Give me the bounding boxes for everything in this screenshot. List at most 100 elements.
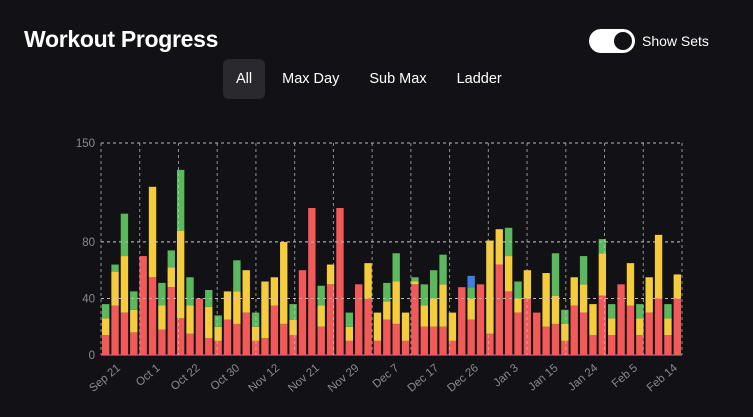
- bar-segment-green[interactable]: [130, 291, 138, 310]
- bar-segment-green[interactable]: [167, 250, 175, 268]
- tab-all[interactable]: All: [223, 59, 266, 99]
- bar-segment-red[interactable]: [429, 326, 438, 355]
- bar-segment-red[interactable]: [111, 305, 119, 355]
- bar-segment-red[interactable]: [242, 312, 250, 355]
- bar-segment-green[interactable]: [317, 285, 325, 306]
- bar-segment-red[interactable]: [673, 298, 681, 355]
- bar-segment-red[interactable]: [617, 284, 625, 355]
- bar-segment-red[interactable]: [392, 323, 400, 355]
- bar-segment-yellow[interactable]: [608, 318, 616, 336]
- bar-segment-yellow[interactable]: [570, 277, 578, 306]
- bar-segment-red[interactable]: [102, 335, 110, 355]
- tab-max-day[interactable]: Max Day: [282, 71, 340, 87]
- bar-segment-red[interactable]: [345, 340, 354, 355]
- bar-segment-yellow[interactable]: [504, 256, 513, 292]
- bar-segment-yellow[interactable]: [345, 326, 354, 341]
- bar-segment-red[interactable]: [608, 335, 616, 355]
- bar-segment-yellow[interactable]: [598, 253, 607, 296]
- bar-segment-green[interactable]: [664, 304, 672, 319]
- bar-segment-red[interactable]: [355, 284, 363, 355]
- bar-segment-green[interactable]: [214, 315, 222, 327]
- bar-segment-red[interactable]: [439, 326, 447, 355]
- bar-segment-yellow[interactable]: [214, 326, 222, 341]
- bar-segment-yellow[interactable]: [205, 306, 213, 339]
- bar-segment-yellow[interactable]: [280, 241, 288, 324]
- bar-segment-yellow[interactable]: [383, 301, 391, 320]
- bar-segment-yellow[interactable]: [495, 229, 503, 265]
- bar-segment-yellow[interactable]: [542, 273, 550, 327]
- bar-segment-green[interactable]: [392, 253, 400, 282]
- bar-segment-red[interactable]: [130, 332, 138, 355]
- bar-segment-red[interactable]: [233, 323, 241, 355]
- bar-segment-red[interactable]: [542, 326, 550, 355]
- bar-segment-red[interactable]: [364, 298, 372, 355]
- bar-segment-red[interactable]: [308, 208, 316, 355]
- bar-segment-green[interactable]: [429, 270, 438, 299]
- bar-segment-red[interactable]: [636, 335, 644, 355]
- bar-segment-yellow[interactable]: [514, 298, 522, 313]
- bar-segment-green[interactable]: [467, 287, 475, 299]
- bar-segment-red[interactable]: [514, 312, 522, 355]
- bar-segment-red[interactable]: [570, 305, 578, 355]
- bar-segment-yellow[interactable]: [130, 309, 138, 333]
- bar-segment-yellow[interactable]: [486, 240, 494, 334]
- bar-segment-green[interactable]: [579, 256, 588, 285]
- bar-segment-yellow[interactable]: [186, 305, 194, 334]
- bar-segment-red[interactable]: [579, 312, 588, 355]
- bar-segment-green[interactable]: [636, 304, 644, 319]
- bar-segment-yellow[interactable]: [289, 319, 297, 336]
- bar-segment-red[interactable]: [664, 335, 672, 355]
- bar-segment-yellow[interactable]: [664, 318, 672, 336]
- bar-segment-yellow[interactable]: [251, 326, 260, 341]
- bar-segment-red[interactable]: [195, 298, 204, 355]
- bar-segment-red[interactable]: [326, 284, 335, 355]
- bar-segment-yellow[interactable]: [654, 234, 663, 299]
- bar-segment-green[interactable]: [608, 304, 616, 319]
- bar-segment-red[interactable]: [289, 335, 297, 355]
- bar-segment-yellow[interactable]: [261, 281, 269, 339]
- bar-segment-yellow[interactable]: [401, 312, 410, 341]
- bar-segment-green[interactable]: [420, 284, 428, 306]
- bar-segment-red[interactable]: [420, 326, 428, 355]
- bar-segment-yellow[interactable]: [270, 277, 279, 306]
- bar-segment-red[interactable]: [205, 338, 213, 355]
- bar-segment-yellow[interactable]: [420, 305, 428, 327]
- bar-segment-red[interactable]: [223, 319, 232, 355]
- bar-segment-yellow[interactable]: [561, 323, 569, 341]
- bar-segment-yellow[interactable]: [467, 298, 475, 320]
- bar-segment-yellow[interactable]: [373, 312, 382, 341]
- bar-segment-red[interactable]: [598, 295, 607, 355]
- bar-segment-green[interactable]: [514, 281, 522, 299]
- bar-segment-yellow[interactable]: [523, 270, 532, 299]
- bar-segment-green[interactable]: [345, 312, 354, 327]
- bar-segment-yellow[interactable]: [673, 274, 681, 299]
- bar-segment-yellow[interactable]: [392, 281, 400, 324]
- bar-segment-green[interactable]: [176, 169, 185, 231]
- bar-segment-green[interactable]: [120, 213, 129, 257]
- bar-segment-yellow[interactable]: [242, 270, 250, 313]
- bar-segment-red[interactable]: [186, 333, 194, 355]
- bar-segment-yellow[interactable]: [167, 267, 175, 288]
- bar-segment-green[interactable]: [289, 304, 297, 320]
- bar-segment-yellow[interactable]: [589, 304, 597, 336]
- bar-segment-red[interactable]: [448, 340, 457, 355]
- bar-segment-red[interactable]: [654, 298, 663, 355]
- bar-segment-red[interactable]: [270, 305, 279, 355]
- bar-segment-red[interactable]: [551, 323, 560, 355]
- bar-segment-green[interactable]: [598, 239, 607, 254]
- bar-segment-yellow[interactable]: [223, 291, 232, 320]
- bar-segment-red[interactable]: [158, 329, 166, 355]
- bar-segment-red[interactable]: [373, 340, 382, 355]
- bar-segment-red[interactable]: [148, 277, 157, 355]
- bar-segment-green[interactable]: [439, 254, 447, 285]
- bar-segment-red[interactable]: [495, 264, 503, 355]
- bar-segment-green[interactable]: [233, 260, 241, 292]
- bar-segment-red[interactable]: [561, 340, 569, 355]
- bar-segment-red[interactable]: [504, 291, 513, 355]
- bar-segment-red[interactable]: [486, 333, 494, 355]
- bar-segment-red[interactable]: [523, 298, 532, 355]
- bar-segment-yellow[interactable]: [411, 281, 419, 285]
- bar-segment-red[interactable]: [476, 284, 485, 355]
- show-sets-toggle[interactable]: [589, 29, 635, 53]
- bar-segment-yellow[interactable]: [429, 298, 438, 327]
